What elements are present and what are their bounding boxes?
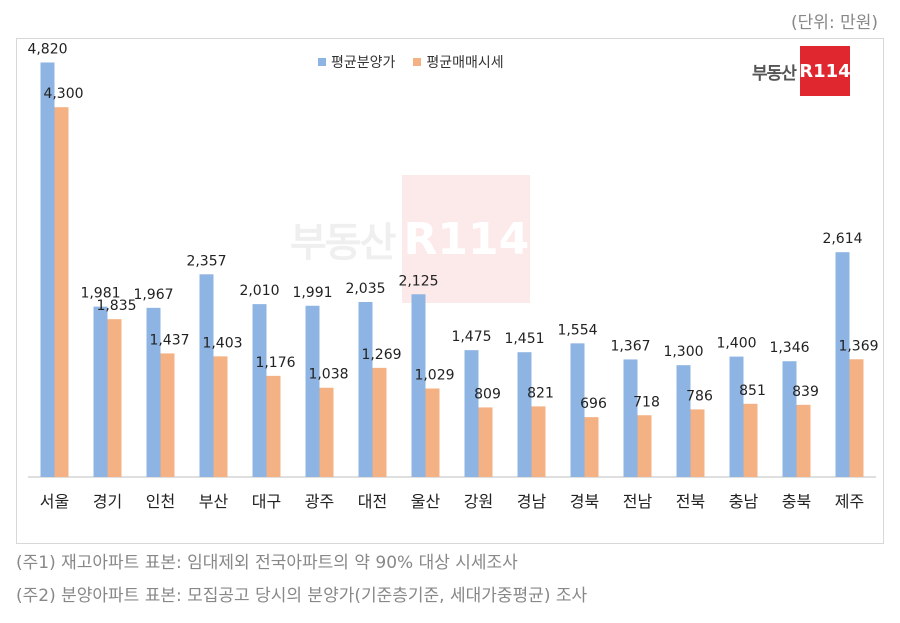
chart-legend: 평균분양가 평균매매시세 — [318, 52, 504, 72]
footnote-1: (주1) 재고아파트 표본: 임대제외 전국아파트의 약 90% 대상 시세조사 — [16, 553, 518, 573]
bar-series1 — [464, 350, 479, 477]
x-tick-label: 서울 — [40, 492, 69, 511]
data-label-series2: 851 — [739, 383, 766, 399]
x-tick-label: 울산 — [411, 492, 441, 511]
bar-series2 — [478, 407, 493, 477]
data-label-series1: 2,125 — [398, 273, 438, 289]
data-label-series2: 1,038 — [308, 367, 348, 383]
watermark-text: 부동산 — [290, 220, 396, 266]
data-label-series2: 809 — [474, 386, 501, 402]
legend-swatch-series2 — [413, 58, 422, 66]
data-label-series1: 4,820 — [27, 41, 67, 57]
data-label-series2: 1,029 — [414, 368, 454, 384]
bar-series2 — [584, 417, 599, 477]
bar-series2 — [372, 367, 387, 477]
x-tick-label: 대전 — [358, 492, 387, 511]
bar-series2 — [849, 359, 864, 477]
x-tick-label: 광주 — [305, 492, 334, 511]
data-label-series2: 718 — [633, 394, 660, 410]
bar-series2 — [160, 353, 175, 477]
bar-series2 — [796, 404, 811, 477]
data-label-series2: 839 — [792, 384, 819, 400]
footnote-2: (주2) 분양아파트 표본: 모집공고 당시의 분양가(기준층기준, 세대가중평… — [16, 586, 588, 606]
data-label-series1: 1,367 — [610, 338, 650, 354]
x-tick-label: 경남 — [517, 492, 547, 511]
data-label-series2: 696 — [580, 396, 607, 412]
bar-series2 — [213, 356, 228, 477]
data-label-series1: 1,981 — [80, 286, 120, 302]
x-tick-label: 충남 — [729, 492, 759, 511]
bar-series2 — [531, 406, 546, 477]
legend-label-series1: 평균분양가 — [331, 55, 396, 71]
x-tick-label: 전남 — [623, 492, 653, 511]
data-label-series1: 1,475 — [451, 329, 491, 345]
bar-series1 — [782, 361, 797, 477]
legend-item-series2: 평균매매시세 — [413, 52, 504, 72]
bar-series1 — [252, 304, 267, 477]
bar-series1 — [835, 252, 850, 477]
bar-series1 — [93, 306, 108, 477]
data-label-series2: 821 — [527, 385, 554, 401]
data-label-series1: 2,357 — [186, 253, 226, 269]
logo-text: 부동산 — [752, 63, 797, 84]
bar-series2 — [743, 403, 758, 477]
watermark-badge: R114 — [402, 175, 531, 303]
data-label-series1: 1,400 — [716, 336, 756, 352]
bar-series1 — [676, 365, 691, 477]
bar-series1 — [305, 305, 320, 477]
x-tick-label: 강원 — [464, 492, 493, 511]
x-tick-label: 전북 — [676, 492, 705, 511]
data-label-series1: 2,010 — [239, 283, 279, 299]
data-label-series1: 1,346 — [769, 340, 809, 356]
data-label-series2: 1,369 — [838, 338, 878, 354]
data-label-series1: 1,554 — [557, 322, 597, 338]
bar-series2 — [319, 387, 334, 477]
watermark-logo: 부동산 R114 — [290, 175, 531, 303]
legend-item-series1: 평균분양가 — [318, 52, 395, 72]
bar-series1 — [411, 294, 426, 477]
x-tick-label: 경북 — [570, 492, 599, 511]
legend-label-series2: 평균매매시세 — [426, 55, 504, 71]
data-label-series1: 1,451 — [504, 331, 544, 347]
brand-logo: 부동산 R114 — [752, 46, 851, 96]
data-label-series2: 786 — [686, 388, 713, 404]
bar-series1 — [358, 301, 373, 477]
x-tick-label: 대구 — [252, 492, 281, 511]
data-label-series2: 1,437 — [149, 332, 189, 348]
legend-swatch-series1 — [318, 58, 326, 66]
bar-series1 — [199, 274, 214, 477]
x-tick-label: 제주 — [835, 492, 864, 511]
bar-series2 — [54, 107, 69, 477]
bar-series1 — [517, 352, 532, 477]
x-tick-label: 충북 — [782, 492, 811, 511]
logo-badge: R114 — [799, 46, 851, 96]
bar-series1 — [146, 307, 161, 477]
bar-series1 — [729, 356, 744, 477]
data-label-series2: 1,269 — [361, 347, 401, 363]
data-label-series1: 1,300 — [663, 344, 703, 360]
data-label-series1: 2,035 — [345, 281, 385, 297]
bar-series2 — [690, 409, 705, 477]
bar-series1 — [40, 62, 55, 477]
bar-series2 — [266, 375, 281, 477]
data-label-series2: 1,835 — [96, 298, 136, 314]
x-tick-label: 부산 — [199, 492, 229, 511]
bar-series2 — [637, 415, 652, 477]
data-label-series1: 2,614 — [822, 231, 862, 247]
data-label-series2: 1,403 — [202, 335, 242, 351]
bar-series2 — [107, 319, 122, 477]
data-label-series1: 1,991 — [292, 285, 332, 301]
x-tick-label: 경기 — [93, 492, 122, 511]
bar-series1 — [623, 359, 638, 477]
bar-series1 — [570, 343, 585, 477]
data-label-series2: 1,176 — [255, 355, 295, 371]
data-label-series1: 1,967 — [133, 287, 173, 303]
unit-label: (단위: 만원) — [791, 13, 878, 33]
x-tick-label: 인천 — [146, 492, 175, 511]
bar-series2 — [425, 388, 440, 477]
data-label-series2: 4,300 — [43, 86, 83, 102]
